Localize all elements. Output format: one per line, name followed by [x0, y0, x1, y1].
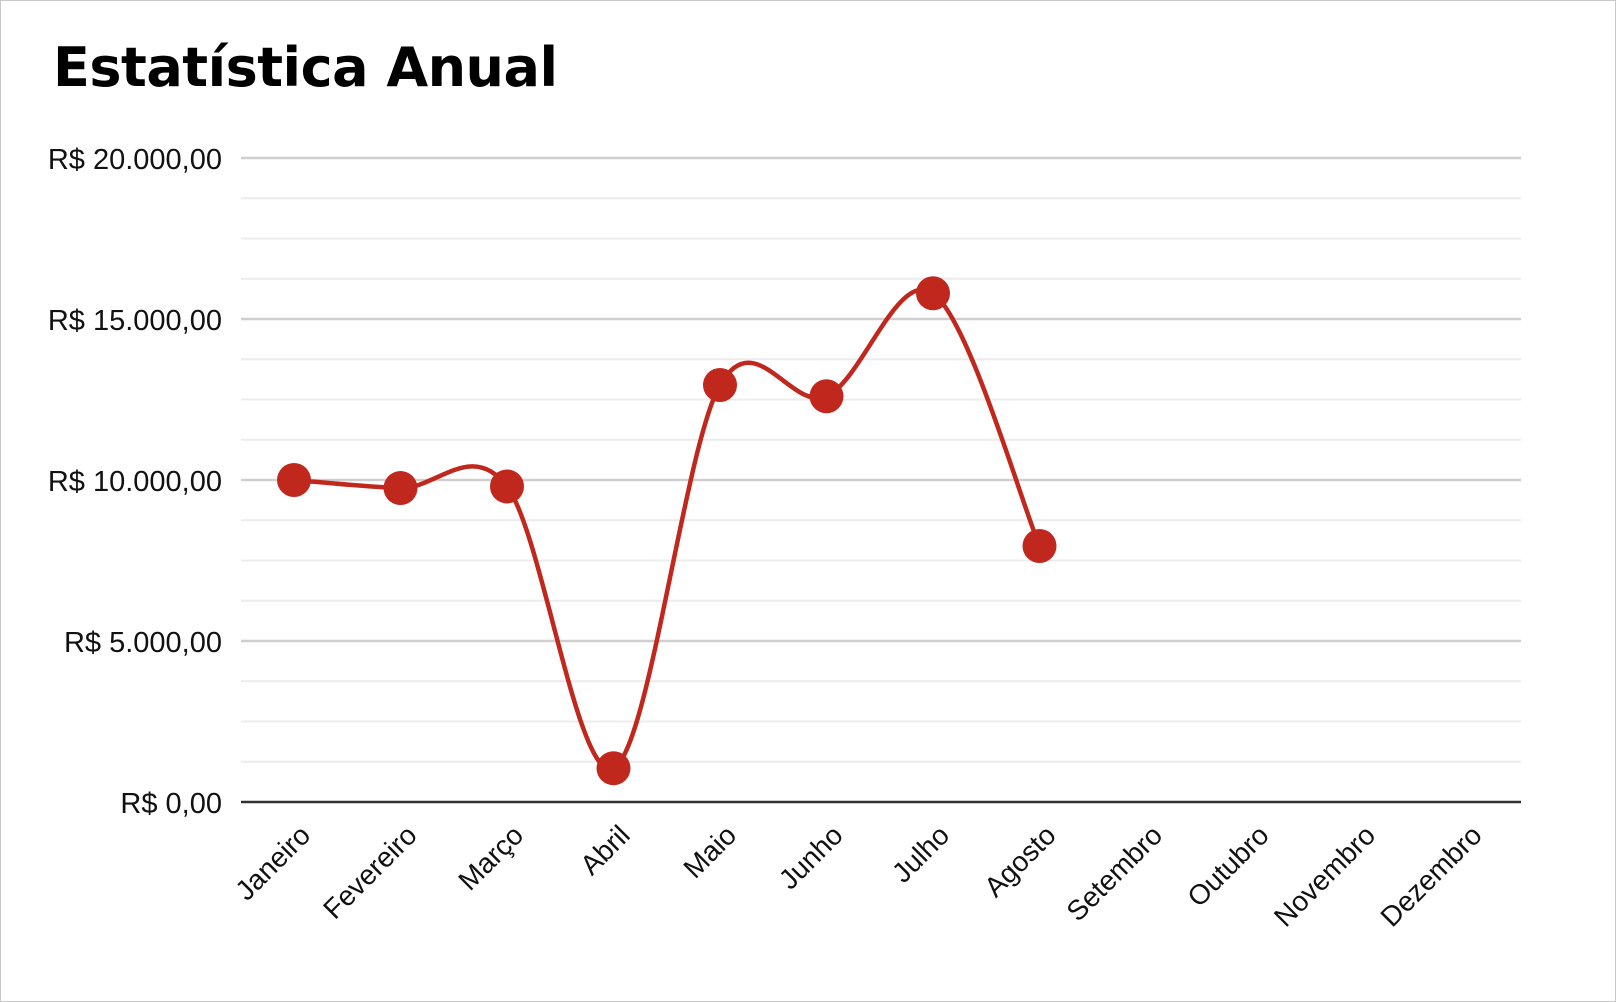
data-point	[703, 368, 737, 403]
chart-title: Estatística Anual	[53, 36, 558, 99]
data-point	[383, 471, 418, 506]
y-tick-label: R$ 0,00	[120, 788, 222, 820]
series-line	[291, 287, 1042, 771]
x-tick-label: Abril	[574, 819, 636, 881]
y-tick-label: R$ 20.000,00	[48, 144, 222, 176]
data-point	[916, 276, 950, 311]
x-tick-label: Fevereiro	[317, 819, 423, 925]
x-tick-label: Agosto	[978, 819, 1062, 903]
series	[291, 287, 1042, 771]
data-point	[1022, 529, 1057, 564]
data-points	[277, 276, 1057, 786]
y-tick-label: R$ 5.000,00	[64, 627, 222, 659]
x-tick-label: Outubro	[1181, 819, 1274, 912]
x-tick-label: Março	[452, 819, 529, 896]
data-point	[277, 463, 311, 497]
y-tick-label: R$ 15.000,00	[48, 305, 222, 337]
y-tick-label: R$ 10.000,00	[48, 466, 222, 498]
x-tick-label: Dezembro	[1374, 819, 1487, 932]
x-tick-label: Janeiro	[229, 819, 316, 906]
gridlines	[241, 156, 1521, 804]
x-axis: Janeiro Fevereiro Março Abril Maio Junho Julho…	[229, 819, 1487, 932]
y-axis: R$ 0,00 R$ 5.000,00 R$ 10.000,00 R$ 15.000,…	[48, 144, 222, 820]
data-point	[490, 469, 524, 504]
x-tick-label: Julho	[886, 819, 955, 888]
x-tick-label: Novembro	[1268, 819, 1381, 932]
x-tick-label: Setembro	[1060, 819, 1168, 927]
x-tick-label: Maio	[677, 819, 742, 884]
data-point	[596, 751, 631, 786]
data-point	[809, 379, 844, 414]
x-tick-label: Junho	[773, 819, 849, 895]
